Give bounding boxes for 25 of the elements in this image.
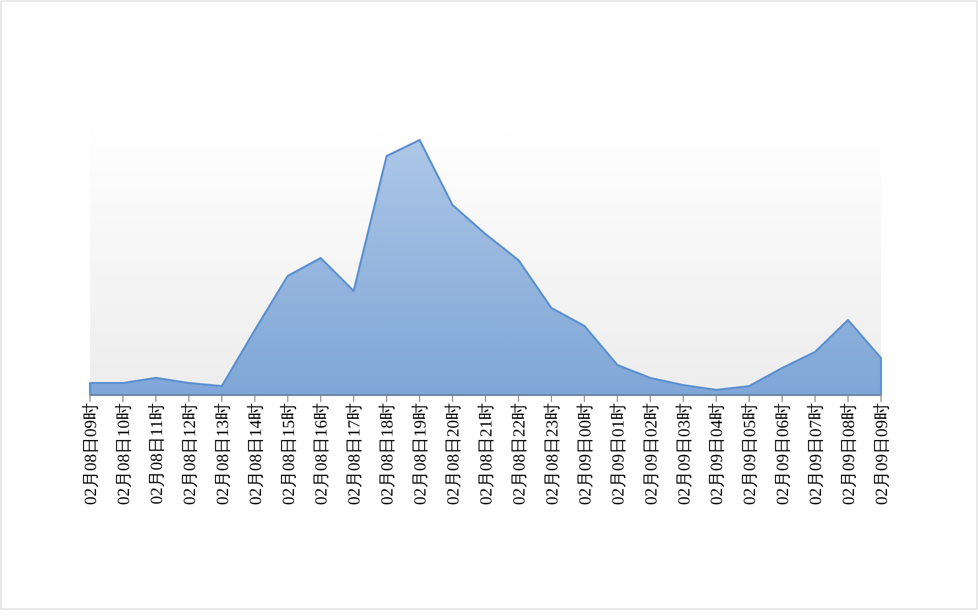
x-tick-label: 02月09日07时: [806, 403, 826, 505]
x-tick-label: 02月08日16时: [312, 403, 331, 505]
x-tick-label: 02月08日10时: [114, 403, 133, 505]
x-tick-label: 02月09日02时: [641, 403, 660, 505]
x-tick-label: 02月09日04时: [707, 403, 726, 505]
x-tick-label: 02月08日21时: [476, 403, 496, 505]
x-tick-label: 02月08日19时: [410, 403, 430, 505]
x-tick-label: 02月09日03时: [674, 403, 694, 505]
x-tick-label: 02月09日09时: [872, 403, 891, 505]
x-tick-label: 02月08日15时: [278, 403, 298, 505]
x-tick-label: 02月09日00时: [575, 403, 594, 505]
x-tick-label: 02月09日05时: [740, 403, 760, 505]
x-tick-label: 02月08日11时: [146, 403, 166, 504]
x-tick-label: 02月08日14时: [246, 403, 265, 505]
x-tick-label: 02月09日06时: [773, 403, 792, 505]
x-tick-label: 02月08日12时: [180, 403, 199, 505]
x-tick-label: 02月09日08时: [839, 403, 858, 505]
x-tick-label: 02月08日20时: [444, 403, 463, 505]
x-tick-label: 02月08日17时: [344, 403, 364, 505]
x-tick-label: 02月08日13时: [212, 403, 232, 505]
x-tick-label: 02月08日09时: [81, 403, 100, 505]
x-tick-label: 02月09日01时: [608, 403, 628, 505]
x-tick-label: 02月08日23时: [542, 403, 562, 505]
x-tick-label: 02月08日22时: [509, 403, 528, 505]
x-tick-label: 02月08日18时: [378, 403, 397, 505]
